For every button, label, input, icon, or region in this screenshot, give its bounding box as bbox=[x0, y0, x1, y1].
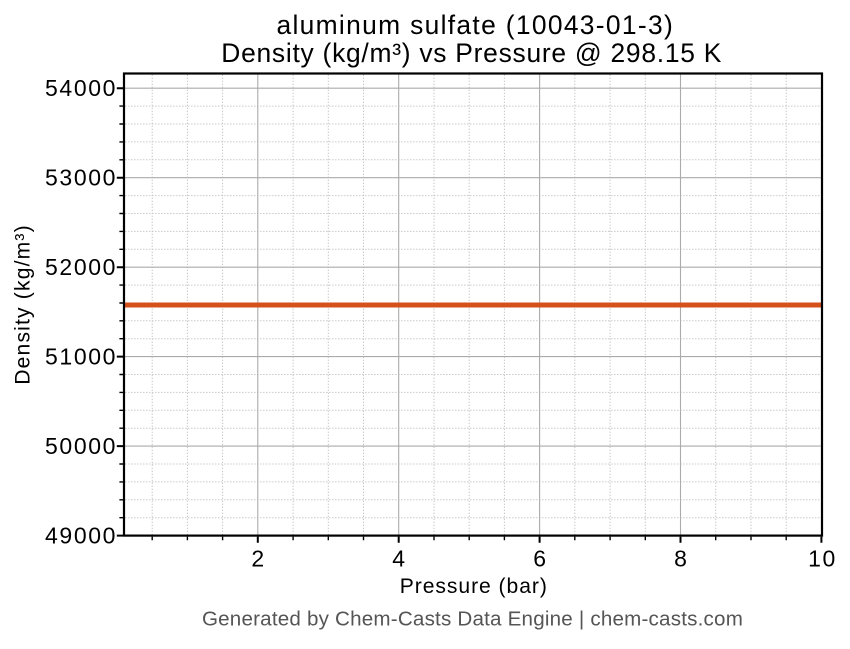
svg-text:52000: 52000 bbox=[45, 254, 117, 280]
svg-text:Generated by Chem-Casts Data E: Generated by Chem-Casts Data Engine | ch… bbox=[202, 607, 743, 630]
svg-text:51000: 51000 bbox=[45, 344, 117, 370]
svg-text:2: 2 bbox=[251, 546, 265, 572]
svg-text:Density (kg/m³): Density (kg/m³) bbox=[12, 224, 35, 385]
svg-text:4: 4 bbox=[392, 546, 406, 572]
svg-text:aluminum sulfate (10043-01-3): aluminum sulfate (10043-01-3) bbox=[276, 10, 674, 40]
svg-text:49000: 49000 bbox=[45, 523, 117, 549]
svg-text:Pressure (bar): Pressure (bar) bbox=[400, 575, 548, 598]
svg-text:50000: 50000 bbox=[45, 433, 117, 459]
svg-text:Density (kg/m³) vs Pressure @: Density (kg/m³) vs Pressure @ 298.15 K bbox=[221, 38, 722, 68]
svg-text:6: 6 bbox=[533, 546, 547, 572]
svg-text:53000: 53000 bbox=[45, 165, 117, 191]
svg-text:10: 10 bbox=[808, 546, 837, 572]
svg-text:8: 8 bbox=[674, 546, 688, 572]
svg-text:54000: 54000 bbox=[45, 75, 117, 101]
